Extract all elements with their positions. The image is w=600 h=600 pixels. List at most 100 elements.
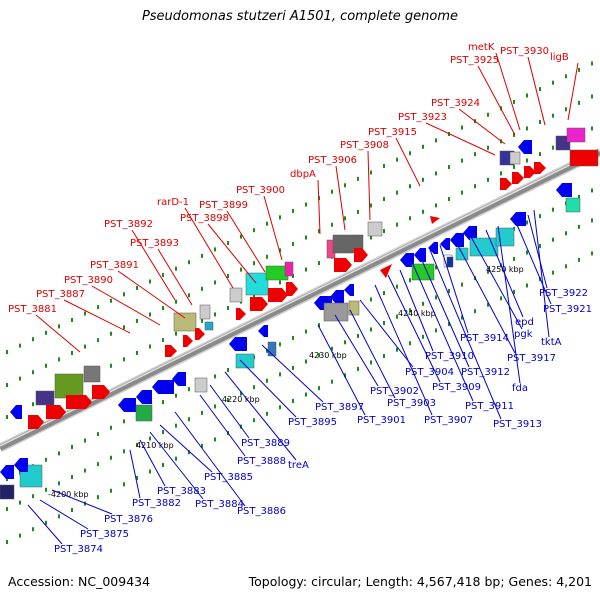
guide-dot	[253, 418, 255, 423]
guide-dot	[370, 170, 372, 175]
guide-dot	[84, 468, 86, 473]
leader-line	[27, 504, 63, 545]
guide-dot	[305, 235, 307, 240]
guide-dot	[240, 391, 242, 396]
guide-dot	[448, 288, 450, 293]
guide-dot	[279, 372, 281, 377]
guide-dot	[84, 438, 86, 443]
gene-label-top: PST_3906	[308, 155, 357, 166]
gene-arrow-forward	[236, 308, 246, 320]
guide-dot	[487, 269, 489, 274]
guide-dot	[201, 410, 203, 415]
guide-dot	[149, 312, 151, 317]
guide-dot	[149, 469, 151, 474]
gene-label-top: PST_3887	[36, 289, 85, 300]
guide-dot	[370, 235, 372, 240]
gene-block	[555, 135, 571, 151]
guide-dot	[45, 363, 47, 368]
guide-dot	[162, 430, 164, 435]
guide-dot	[578, 224, 580, 229]
gene-label-bottom: fda	[512, 383, 528, 394]
gene-label-bottom: PST_3907	[424, 415, 473, 426]
guide-dot	[474, 309, 476, 314]
topology-text: Topology: circular; Length: 4,567,418 bp…	[248, 574, 592, 589]
leader-line	[317, 179, 321, 235]
scale-tick-label: -4200 kbp	[48, 490, 89, 499]
guide-dot	[227, 368, 229, 373]
guide-dot	[435, 295, 437, 300]
guide-dot	[240, 234, 242, 239]
leader-line	[91, 285, 161, 326]
gene-arrow-forward	[286, 282, 298, 296]
gene-block	[235, 353, 255, 369]
gene-arrow-forward	[195, 328, 205, 340]
gene-label-bottom: PST_3909	[432, 382, 481, 393]
leader-line	[514, 219, 552, 305]
leader-line	[224, 371, 297, 461]
guide-dot	[58, 357, 60, 362]
gene-block	[267, 341, 277, 357]
accession-text: Accession: NC_009434	[8, 574, 151, 589]
guide-dot	[6, 383, 8, 388]
leader-line	[335, 165, 346, 231]
leader-line	[477, 65, 516, 136]
guide-dot	[110, 331, 112, 336]
leader-line	[439, 244, 469, 334]
guide-dot	[214, 312, 216, 317]
guide-dot	[45, 330, 47, 335]
leader-line	[367, 150, 371, 221]
gene-label-bottom: PST_3874	[54, 544, 103, 555]
leader-line	[39, 499, 89, 530]
guide-dot	[513, 164, 515, 169]
gene-label-bottom: PST_3921	[543, 304, 592, 315]
guide-dot	[71, 317, 73, 322]
gene-label-bottom: PST_3904	[405, 367, 454, 378]
gene-arrow-forward	[46, 405, 66, 419]
gene-label-top: PST_3930	[500, 46, 549, 57]
guide-dot	[487, 112, 489, 117]
gene-label-bottom: PST_3902	[370, 386, 419, 397]
guide-dot	[136, 475, 138, 480]
guide-dot	[318, 353, 320, 358]
guide-dot	[383, 197, 385, 202]
gene-label-bottom: PST_3875	[80, 529, 129, 540]
gene-arrow-reverse	[136, 390, 152, 404]
guide-dot	[461, 158, 463, 163]
guide-dot	[357, 333, 359, 338]
leader-line	[184, 207, 234, 289]
guide-dot	[97, 495, 99, 500]
gene-label-top: PST_3890	[64, 275, 113, 286]
gene-label-top: PST_3899	[199, 200, 248, 211]
guide-dot	[435, 171, 437, 176]
gene-block	[54, 373, 84, 399]
scale-ticks: -4200 kbp 4210 kbp 4220 kbp 4230 kbp 4240 kb…	[48, 265, 524, 499]
guide-dot	[97, 462, 99, 467]
leader-line	[527, 214, 548, 289]
guide-dot	[175, 331, 177, 336]
genome-title: Pseudomonas stutzeri A1501, complete gen…	[141, 9, 459, 24]
guide-dot	[383, 354, 385, 359]
guide-dot	[292, 398, 294, 403]
guide-dot	[71, 507, 73, 512]
guide-dot	[123, 357, 125, 362]
guide-dot	[32, 494, 34, 499]
leader-line	[411, 261, 474, 402]
guide-dot	[19, 376, 21, 381]
gene-block	[411, 263, 435, 281]
guide-dot	[214, 437, 216, 442]
gene-block	[469, 237, 499, 257]
gene-arrow-reverse	[229, 337, 247, 351]
guide-dot	[344, 340, 346, 345]
guide-dot	[318, 386, 320, 391]
guide-dot	[110, 298, 112, 303]
gene-label-bottom: PST_3911	[465, 401, 514, 412]
gene-label-top: dbpA	[290, 169, 316, 180]
guide-dot	[591, 218, 593, 223]
gene-label-bottom: pgk	[514, 329, 533, 340]
guide-dot	[305, 392, 307, 397]
guide-dot	[448, 164, 450, 169]
leader-line	[567, 62, 579, 121]
gene-label-top: PST_3923	[398, 112, 447, 123]
guide-dot	[591, 126, 593, 131]
